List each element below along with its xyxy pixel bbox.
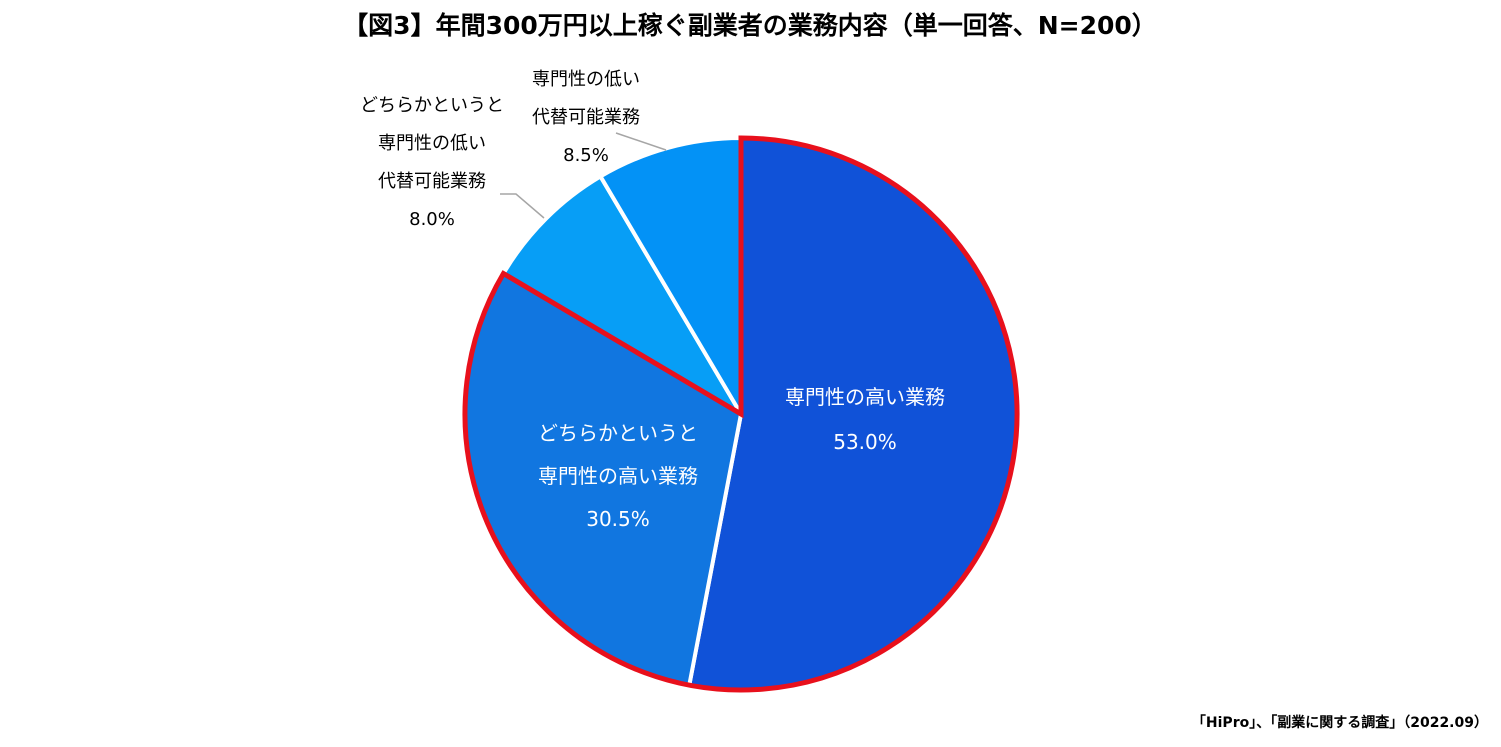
slice-4-label-value: 8.5%	[563, 145, 609, 166]
slice-2-label-value: 30.5%	[586, 507, 650, 531]
slice-3-label-line: 専門性の低い	[378, 133, 486, 154]
slice-3-leader-line	[500, 193, 545, 219]
slice-4-label-line: 専門性の低い	[532, 69, 640, 90]
slice-3-label-value: 8.0%	[409, 209, 455, 230]
chart-title: 【図3】年間300万円以上稼ぐ副業者の業務内容（単一回答、N=200）	[343, 11, 1157, 40]
slice-1-label-value: 53.0%	[833, 430, 897, 454]
slice-2-label-line: どちらかというと	[538, 421, 698, 445]
pie-slice-3	[501, 174, 743, 416]
highlight-outline	[462, 135, 1020, 693]
slice-3-label-line: 代替可能業務	[378, 171, 486, 192]
slice-4-leader-line	[615, 132, 667, 151]
slice-3-label-line: どちらかというと	[360, 95, 504, 116]
pie-slice-4	[598, 136, 743, 416]
highlight-outlines	[462, 135, 1020, 693]
chart-source: 「HiPro」、「副業に関する調査」（2022.09）	[1192, 714, 1488, 731]
slice-1-label-line: 専門性の高い業務	[785, 385, 945, 409]
slice-labels: 専門性の高い業務53.0%どちらかというと専門性の高い業務30.5%どちらかとい…	[360, 69, 945, 531]
slice-4-label-line: 代替可能業務	[532, 107, 640, 128]
slice-2-label-line: 専門性の高い業務	[538, 464, 698, 488]
